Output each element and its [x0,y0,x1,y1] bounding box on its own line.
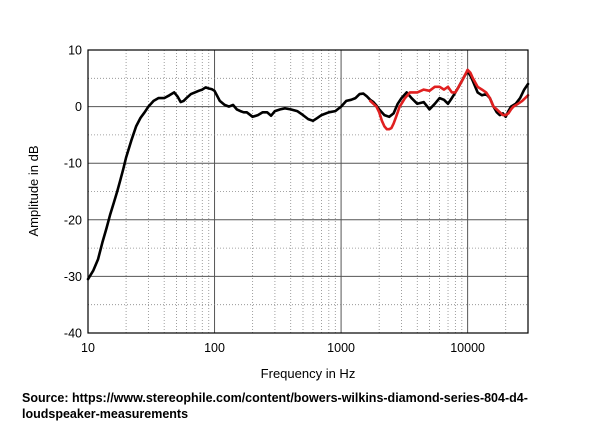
y-tick-label: -40 [64,327,82,341]
y-tick-label: 0 [75,100,82,114]
y-tick-label: 10 [68,44,82,58]
series-lines [86,68,530,281]
y-tick-label: -30 [64,270,82,284]
y-axis-title: Amplitude in dB [26,145,41,236]
x-axis-title: Frequency in Hz [261,366,356,381]
x-tick-label: 1000 [327,341,355,355]
y-tick-label: -20 [64,213,82,227]
plot-frame [87,49,529,334]
grid [88,50,528,333]
x-tick-label: 10 [81,341,95,355]
x-tick-label: 10000 [450,341,485,355]
series-line-red [368,68,530,131]
x-tick-label: 100 [204,341,225,355]
source-caption: Source: https://www.stereophile.com/cont… [22,391,528,421]
y-tick-label: -10 [64,157,82,171]
